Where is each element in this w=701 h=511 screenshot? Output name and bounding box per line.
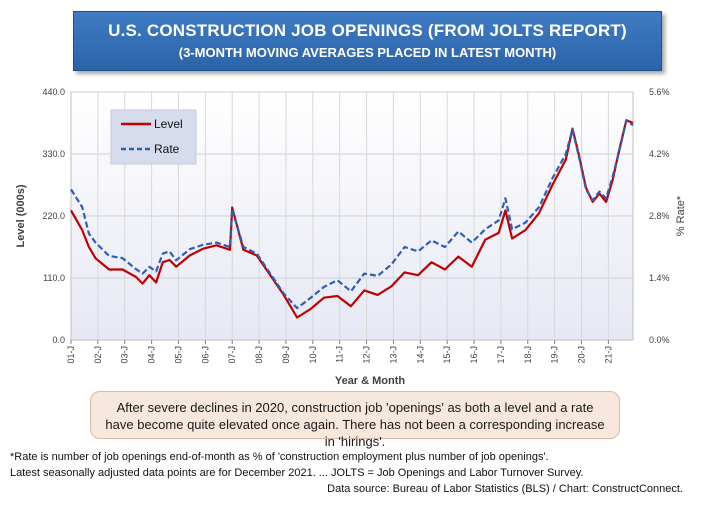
x-tick-label: 08-J: [254, 346, 264, 364]
grid-lines: [71, 91, 633, 340]
x-tick-label: 14-J: [415, 346, 425, 364]
x-tick-label: 10-J: [308, 346, 318, 364]
y-tick-label: 220.0: [42, 211, 65, 221]
legend-box: [110, 109, 197, 165]
x-tick-label: 06-J: [200, 346, 210, 364]
y-tick-label: 330.0: [42, 149, 65, 159]
y-tick-label: 110.0: [43, 273, 65, 283]
series-line-rate: [70, 119, 634, 310]
y2-axis-label: % Rate*: [675, 195, 687, 236]
x-tick-label: 01-J: [66, 346, 76, 364]
x-tick-label: 12-J: [362, 346, 372, 364]
chart-subtitle: (3-MONTH MOVING AVERAGES PLACED IN LATES…: [178, 45, 557, 60]
x-tick-label: 20-J: [577, 346, 587, 364]
y2-tick-label: 2.8%: [649, 211, 670, 221]
footnote-latest: Latest seasonally adjusted data points a…: [10, 467, 584, 479]
y2-tick-label: 1.4%: [649, 273, 670, 283]
x-tick-label: 19-J: [550, 346, 560, 364]
x-tick-label: 04-J: [147, 346, 157, 364]
annotation-note: After severe declines in 2020, construct…: [90, 391, 620, 449]
x-tick-label: 15-J: [442, 346, 452, 364]
x-tick-label: 02-J: [93, 346, 103, 364]
legend-level-label: Level: [154, 117, 183, 131]
legend-rate-label: Rate: [154, 142, 180, 156]
x-tick-label: 11-J: [335, 346, 345, 363]
x-tick-label: 13-J: [388, 346, 398, 364]
x-tick-label: 09-J: [281, 346, 291, 364]
x-tick-label: 17-J: [496, 346, 506, 364]
x-tick-label: 16-J: [469, 346, 479, 364]
x-tick-label: 05-J: [173, 346, 183, 364]
y2-tick-label: 0.0%: [649, 335, 670, 345]
x-tick-label: 21-J: [603, 346, 613, 364]
series-lines: [70, 119, 634, 319]
x-tick-label: 07-J: [227, 346, 237, 364]
y-tick-label: 440.0: [42, 87, 65, 97]
chart-title: U.S. CONSTRUCTION JOB OPENINGS (FROM JOL…: [108, 21, 627, 40]
legend: Level Rate: [110, 109, 197, 165]
footnote-rate: *Rate is number of job openings end-of-m…: [10, 451, 549, 463]
footnote-source: Data source: Bureau of Labor Statistics …: [327, 483, 683, 495]
y-tick-label: 0.0: [52, 335, 65, 345]
axes: 0.0 110.0 220.0 330.0 440.0 0.0% 1.4% 2.8% 4.2% 5…: [42, 87, 669, 364]
x-tick-label: 18-J: [523, 346, 533, 364]
x-axis-label: Year & Month: [335, 375, 406, 387]
y2-tick-label: 4.2%: [649, 149, 670, 159]
y-axis-label: Level (000s): [15, 184, 27, 247]
chart-title-box: U.S. CONSTRUCTION JOB OPENINGS (FROM JOL…: [73, 11, 662, 71]
x-tick-label: 03-J: [120, 346, 130, 364]
y2-tick-label: 5.6%: [649, 87, 670, 97]
